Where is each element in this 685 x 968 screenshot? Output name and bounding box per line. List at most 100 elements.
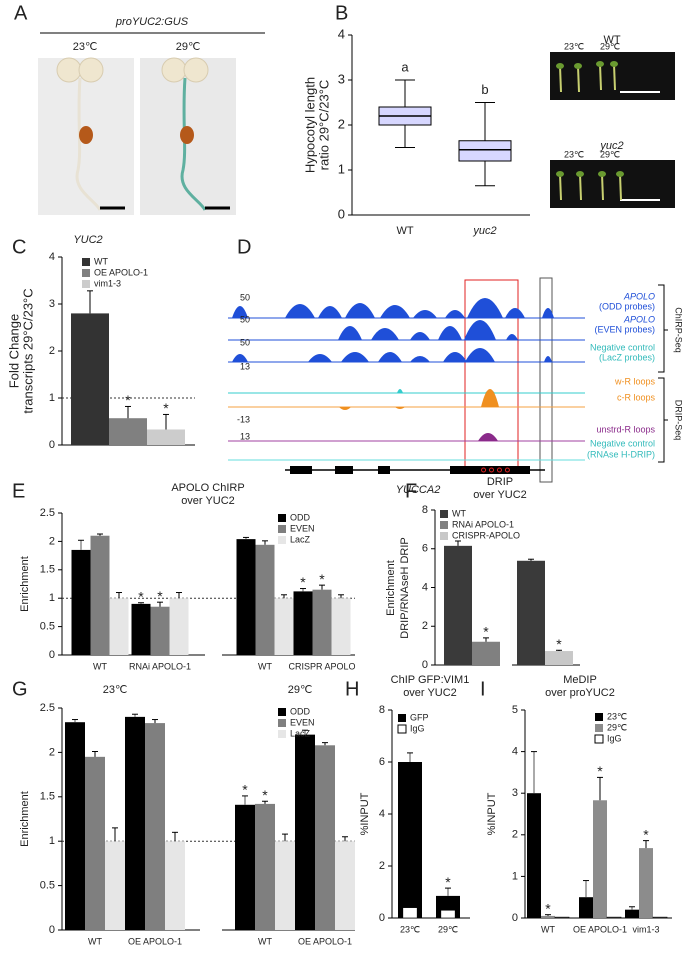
legend-label: OE APOLO-1 [94, 267, 148, 277]
panel-title: proYUC2:GUS [115, 16, 189, 28]
cotyledon [183, 57, 209, 83]
track-peak [438, 326, 462, 340]
significance: * [163, 400, 169, 416]
track-peak [445, 310, 465, 318]
bar [255, 803, 275, 930]
legend-label: RNAi APOLO-1 [452, 519, 514, 529]
bar [606, 916, 622, 919]
legend-label: IgG [607, 733, 622, 743]
track-peak [506, 334, 518, 340]
y-tick-label: 4 [422, 581, 428, 593]
bar [85, 756, 105, 930]
panel-letter: H [345, 678, 359, 700]
bar [65, 722, 85, 930]
track-label: (EVEN probes) [594, 324, 655, 334]
bar [579, 897, 593, 918]
group-letter: a [401, 59, 409, 74]
bar [517, 560, 545, 665]
bar [147, 429, 185, 445]
chart-title: YUC2 [73, 234, 102, 246]
y-tick-label: 0 [338, 206, 345, 221]
legend-label: WT [452, 508, 466, 518]
y-tick-label: 8 [422, 504, 428, 516]
legend-swatch [82, 258, 90, 266]
track-label: Negative control [590, 438, 655, 448]
photo-label: 23℃ [73, 41, 98, 53]
significance: * [319, 571, 325, 587]
photo-title: WT [603, 34, 620, 46]
track-peak [410, 356, 430, 362]
bar [335, 841, 355, 930]
group-label: DRIP-Seq [674, 400, 684, 441]
y-tick-label: 1 [49, 392, 55, 404]
seedling [613, 63, 616, 91]
track-peak [318, 306, 342, 318]
legend-label: IgG [410, 723, 425, 733]
x-tick-label: 23℃ [400, 924, 420, 934]
bar [554, 916, 570, 919]
panel-letter: C [12, 236, 26, 258]
track-peak [232, 306, 248, 318]
legend-swatch [278, 525, 286, 533]
chart-title: over YUC2 [473, 489, 527, 501]
y-tick-label: 2.5 [40, 702, 55, 714]
track-label: APOLO [623, 291, 655, 301]
seedling [619, 173, 622, 201]
group-title: 23℃ [103, 684, 128, 696]
chart-title: over YUC2 [403, 687, 457, 699]
track-peak [481, 389, 499, 407]
panel-letter: E [12, 480, 25, 502]
legend-swatch [278, 719, 286, 727]
cotyledon [56, 57, 82, 83]
track-label: (RNAse H-DRIP) [587, 449, 655, 459]
y-tick-label: 0 [422, 659, 428, 671]
y-tick-label: 2 [49, 535, 55, 547]
x-tick-label: WT [396, 225, 413, 237]
y-tick-label: 3 [338, 71, 345, 86]
y-tick-label: 2 [49, 345, 55, 357]
bar [295, 734, 315, 930]
legend-swatch [398, 714, 406, 722]
y-tick-label: 2 [422, 620, 428, 632]
bar [109, 418, 147, 445]
y-tick-label: 0 [49, 924, 55, 936]
panel-letter: G [12, 678, 28, 700]
seedling [576, 171, 584, 177]
significance: * [300, 574, 306, 590]
significance: * [138, 588, 144, 604]
y-tick-label: 4 [49, 251, 55, 263]
legend-swatch [440, 510, 448, 518]
y-tick-label: 2 [512, 829, 518, 841]
group-letter: b [481, 82, 488, 97]
y-tick-label: 2 [379, 860, 385, 872]
photo-label: 29℃ [600, 41, 620, 51]
track-peak [371, 328, 399, 340]
seedling [574, 63, 582, 69]
legend-swatch [82, 269, 90, 277]
chart-title: over proYUC2 [545, 687, 615, 699]
bar [125, 716, 145, 930]
significance: * [157, 588, 163, 604]
bar [639, 848, 653, 918]
significance: * [643, 826, 649, 842]
y-tick-label: 0 [379, 912, 385, 924]
bracket [658, 284, 668, 373]
significance: * [262, 787, 268, 803]
y-tick-label: 6 [422, 543, 428, 555]
bar [402, 907, 418, 919]
y-axis-label: Enrichment [19, 556, 31, 612]
track-peak [542, 308, 554, 318]
x-tick-label: WT [541, 924, 555, 934]
group-label: ChIRP-Seq [674, 307, 684, 353]
bar [90, 535, 110, 655]
track-peak [413, 310, 437, 318]
seedling [559, 173, 562, 201]
hypocotyl [180, 77, 207, 211]
seedling [610, 61, 618, 67]
chart-title: ChIP GFP:VIM1 [391, 674, 470, 686]
bracket [658, 377, 668, 463]
bar [440, 909, 456, 919]
motif [481, 467, 487, 473]
track-label: unstrd-R loops [596, 424, 655, 434]
